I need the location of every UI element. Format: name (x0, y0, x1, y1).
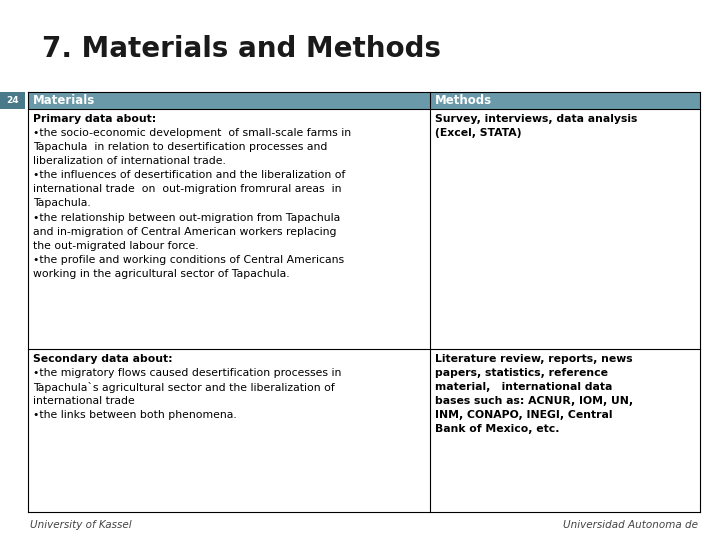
Text: •the influences of desertification and the liberalization of: •the influences of desertification and t… (33, 170, 346, 180)
Text: •the relationship between out-migration from Tapachula: •the relationship between out-migration … (33, 213, 341, 222)
FancyBboxPatch shape (430, 349, 700, 512)
Text: Tapachula`s agricultural sector and the liberalization of: Tapachula`s agricultural sector and the … (33, 382, 335, 393)
Text: international trade: international trade (33, 396, 135, 406)
Text: Methods: Methods (435, 94, 492, 107)
Text: •the migratory flows caused desertification processes in: •the migratory flows caused desertificat… (33, 368, 341, 378)
Text: Literature review, reports, news: Literature review, reports, news (435, 354, 633, 364)
Text: Bank of Mexico, etc.: Bank of Mexico, etc. (435, 424, 559, 434)
Text: Materials: Materials (33, 94, 95, 107)
Text: •the links between both phenomena.: •the links between both phenomena. (33, 410, 237, 420)
Text: Universidad Autonoma de: Universidad Autonoma de (563, 520, 698, 530)
Text: bases such as: ACNUR, IOM, UN,: bases such as: ACNUR, IOM, UN, (435, 396, 633, 406)
Text: Secondary data about:: Secondary data about: (33, 354, 173, 364)
Text: Primary data about:: Primary data about: (33, 114, 156, 124)
Text: the out-migrated labour force.: the out-migrated labour force. (33, 241, 199, 251)
Text: INM, CONAPO, INEGI, Central: INM, CONAPO, INEGI, Central (435, 410, 613, 420)
Text: Tapachula.: Tapachula. (33, 199, 91, 208)
Text: international trade  on  out-migration fromrural areas  in: international trade on out-migration fro… (33, 185, 341, 194)
Text: 7. Materials and Methods: 7. Materials and Methods (42, 35, 441, 63)
Text: (Excel, STATA): (Excel, STATA) (435, 128, 521, 138)
Text: material,   international data: material, international data (435, 382, 613, 392)
Text: •the profile and working conditions of Central Americans: •the profile and working conditions of C… (33, 255, 344, 265)
Text: 24: 24 (6, 96, 19, 105)
Text: Tapachula  in relation to desertification processes and: Tapachula in relation to desertification… (33, 142, 328, 152)
Text: papers, statistics, reference: papers, statistics, reference (435, 368, 608, 378)
Text: Survey, interviews, data analysis: Survey, interviews, data analysis (435, 114, 637, 124)
Text: working in the agricultural sector of Tapachula.: working in the agricultural sector of Ta… (33, 269, 289, 279)
Text: •the socio-economic development  of small-scale farms in: •the socio-economic development of small… (33, 128, 351, 138)
Text: liberalization of international trade.: liberalization of international trade. (33, 156, 226, 166)
Text: and in-migration of Central American workers replacing: and in-migration of Central American wor… (33, 227, 336, 237)
FancyBboxPatch shape (28, 349, 430, 512)
FancyBboxPatch shape (28, 92, 700, 109)
Text: University of Kassel: University of Kassel (30, 520, 132, 530)
FancyBboxPatch shape (28, 109, 430, 349)
FancyBboxPatch shape (430, 109, 700, 349)
FancyBboxPatch shape (0, 92, 25, 109)
